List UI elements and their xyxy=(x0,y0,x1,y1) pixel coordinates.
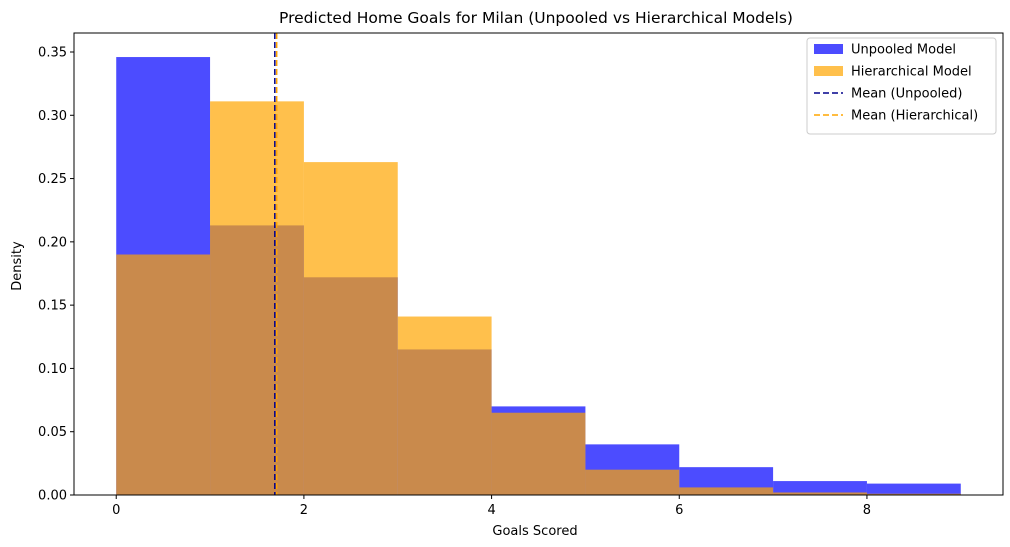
y-tick-label: 0.20 xyxy=(38,235,67,250)
hierarchical-model-bar xyxy=(866,493,961,495)
legend: Unpooled Model Hierarchical Model Mean (Un… xyxy=(806,37,997,135)
legend-label: Hierarchical Model xyxy=(851,65,972,80)
y-tick-label: 0.35 xyxy=(38,45,67,60)
bars-layer xyxy=(116,57,961,496)
mean-lines-layer xyxy=(274,33,278,495)
hierarchical-model-bar xyxy=(773,492,867,495)
axes-frame xyxy=(73,32,1004,496)
x-tick-label: 2 xyxy=(300,503,308,518)
legend-box xyxy=(806,37,997,135)
x-tick-label: 0 xyxy=(112,503,120,518)
x-axis-label: Goals Scored xyxy=(492,524,577,539)
y-axis-ticks: 0.00 0.05 0.10 0.15 0.20 0.25 0.30 0.35 xyxy=(38,45,74,504)
y-tick-label: 0.30 xyxy=(38,109,67,124)
x-tick-label: 6 xyxy=(675,503,683,518)
x-tick-label: 4 xyxy=(487,503,495,518)
hierarchical-model-bar xyxy=(210,101,304,496)
hierarchical-model-bar xyxy=(491,412,586,495)
hierarchical-model-bar xyxy=(397,316,492,495)
y-tick-label: 0.25 xyxy=(38,172,67,187)
hierarchical-model-bar xyxy=(116,254,211,495)
legend-swatch xyxy=(814,66,843,76)
hierarchical-model-bar xyxy=(679,487,774,495)
hierarchical-model-bar xyxy=(585,469,680,495)
y-tick-label: 0.05 xyxy=(38,425,67,440)
legend-swatch xyxy=(814,44,843,54)
y-tick-label: 0.15 xyxy=(38,299,67,314)
unpooled-model-bar xyxy=(773,481,867,495)
legend-label: Unpooled Model xyxy=(851,43,956,58)
x-axis-ticks: 0 2 4 6 8 xyxy=(112,495,871,518)
legend-label: Mean (Unpooled) xyxy=(851,87,962,102)
unpooled-model-bar xyxy=(866,483,961,495)
chart-title: Predicted Home Goals for Milan (Unpooled… xyxy=(279,9,793,27)
x-tick-label: 8 xyxy=(863,503,871,518)
legend-label: Mean (Hierarchical) xyxy=(851,109,978,124)
hierarchical-model-bar xyxy=(303,162,398,495)
y-tick-label: 0.10 xyxy=(38,362,67,377)
y-tick-label: 0.00 xyxy=(38,489,67,504)
y-axis-label: Density xyxy=(10,241,25,291)
